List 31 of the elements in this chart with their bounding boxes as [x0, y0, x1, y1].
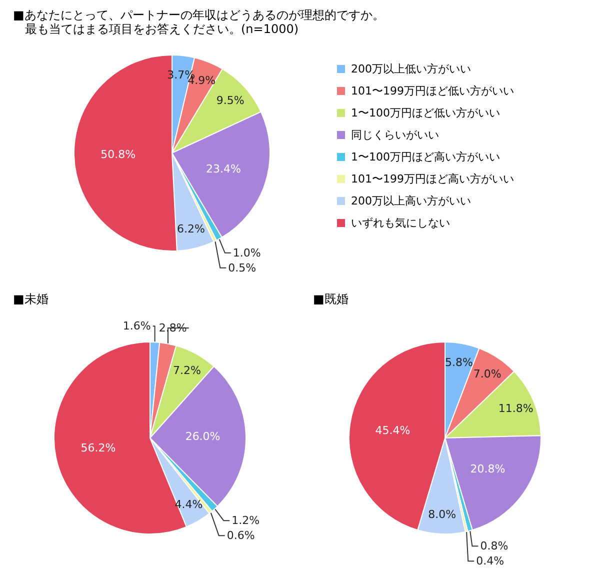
data-label: 26.0%	[185, 430, 220, 444]
data-label: 20.8%	[470, 462, 506, 476]
chart-title: ■既婚	[313, 292, 348, 306]
data-label: 0.8%	[480, 540, 508, 553]
legend-label: 101〜199万円ほど高い方がいい	[351, 172, 514, 186]
data-label: 56.2%	[80, 442, 116, 455]
data-label: 5.8%	[444, 356, 473, 369]
data-label: 1.6%	[122, 320, 151, 333]
data-label: 45.4%	[375, 424, 410, 437]
legend-label: 同じくらいがいい	[351, 128, 439, 142]
data-label: 50.8%	[100, 148, 136, 161]
data-label: 23.4%	[206, 162, 241, 176]
legend-label: 101〜199万円ほど低い方がいい	[351, 84, 514, 98]
data-label: 1.0%	[232, 246, 261, 260]
legend-label: 1〜100万円ほど低い方がいい	[351, 106, 500, 120]
data-label: 11.8%	[498, 402, 534, 415]
data-label: 7.2%	[173, 364, 201, 378]
data-label: 0.6%	[226, 529, 255, 542]
data-label: 0.5%	[228, 261, 256, 274]
chart-title: ■未婚	[13, 292, 48, 306]
legend-label: いずれも気にしない	[351, 216, 450, 230]
legend-label: 200万以上高い方がいい	[351, 194, 471, 208]
data-label: 0.4%	[476, 554, 504, 568]
legend-label: 1〜100万円ほど高い方がいい	[351, 150, 500, 164]
chart-title: ■あなたにとって、パートナーの年収はどうあるのが理想的ですか。	[13, 8, 384, 22]
data-label: 6.2%	[177, 222, 205, 236]
chart-subtitle: 最も当てはまる項目をお答えください。(n=1000)	[13, 22, 299, 36]
data-label: 9.5%	[216, 94, 244, 108]
data-label: 1.2%	[232, 514, 260, 528]
legend-label: 200万以上低い方がいい	[351, 62, 471, 76]
data-label: 7.0%	[473, 367, 502, 380]
